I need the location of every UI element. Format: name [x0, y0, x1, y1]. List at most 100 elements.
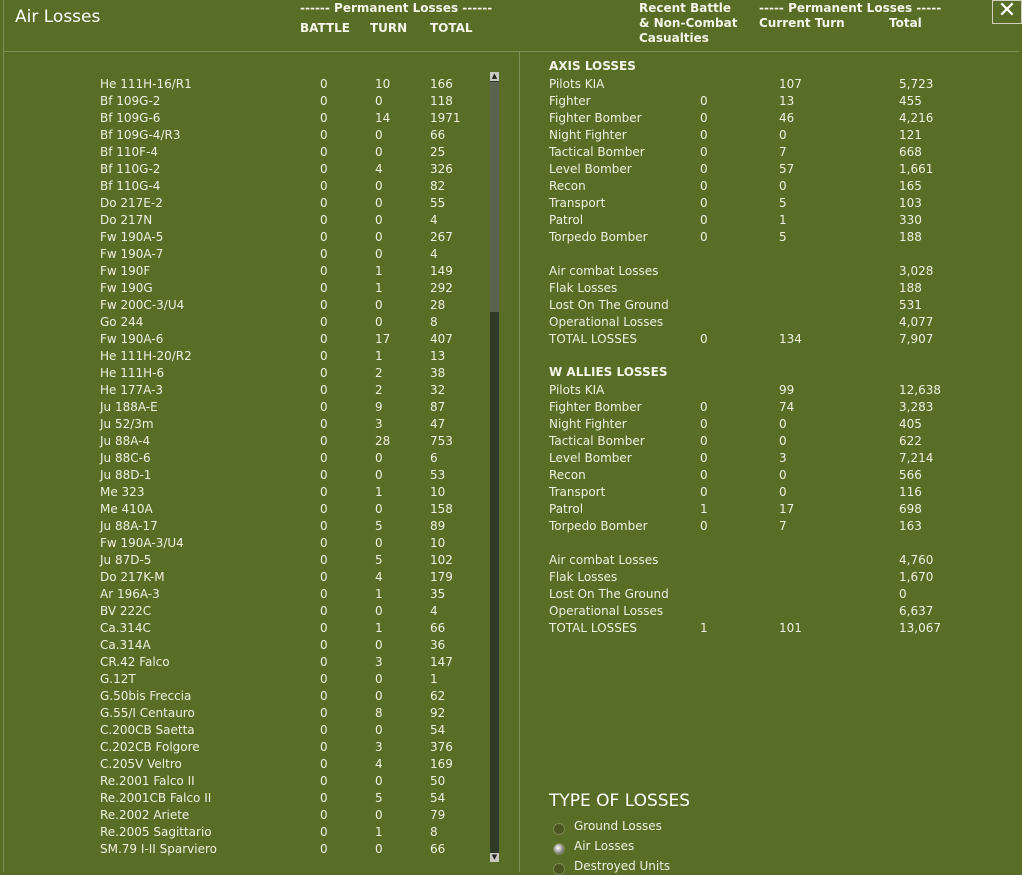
total-value: 54 — [430, 723, 446, 737]
table-row[interactable]: Bf 109G-6 0 14 1971 — [0, 110, 520, 127]
turn-value: 1 — [375, 621, 383, 635]
table-row[interactable]: Do 217K-M 0 4 179 — [0, 569, 520, 586]
aircraft-name: G.55/I Centauro — [100, 706, 195, 720]
radio-label-air-losses[interactable]: Air Losses — [574, 839, 635, 853]
table-row[interactable]: Ar 196A-3 0 1 35 — [0, 586, 520, 603]
total-value: 292 — [430, 281, 453, 295]
radio-button[interactable] — [553, 823, 565, 835]
table-row[interactable]: C.205V Veltro 0 4 169 — [0, 756, 520, 773]
table-row[interactable]: Fw 190G 0 1 292 — [0, 280, 520, 297]
loss-row: Night Fighter 0 0 121 — [520, 127, 1020, 144]
turn-value: 0 — [375, 536, 383, 550]
turn-value: 0 — [375, 315, 383, 329]
table-row[interactable]: G.50bis Freccia 0 0 62 — [0, 688, 520, 705]
table-row[interactable]: G.12T 0 0 1 — [0, 671, 520, 688]
table-row[interactable]: BV 222C 0 0 4 — [0, 603, 520, 620]
total-value: 54 — [430, 791, 446, 805]
aircraft-name: Fw 190A-7 — [100, 247, 164, 261]
current-turn-value: 1 — [779, 213, 787, 227]
table-row[interactable]: C.200CB Saetta 0 0 54 — [0, 722, 520, 739]
type-of-losses-heading: TYPE OF LOSSES — [549, 791, 691, 811]
loss-row: Level Bomber 0 3 7,214 — [520, 450, 1020, 467]
table-row[interactable]: He 111H-16/R1 0 10 166 — [0, 76, 520, 93]
table-row[interactable]: Ju 52/3m 0 3 47 — [0, 416, 520, 433]
table-row[interactable]: Bf 110G-4 0 0 82 — [0, 178, 520, 195]
table-row[interactable]: CR.42 Falco 0 3 147 — [0, 654, 520, 671]
loss-label: TOTAL LOSSES — [549, 332, 638, 346]
table-row[interactable]: Ca.314C 0 1 66 — [0, 620, 520, 637]
table-row[interactable]: Me 323 0 1 10 — [0, 484, 520, 501]
table-row[interactable]: Ju 188A-E 0 9 87 — [0, 399, 520, 416]
table-row[interactable]: Ju 88D-1 0 0 53 — [0, 467, 520, 484]
table-row[interactable]: Fw 190A-7 0 0 4 — [0, 246, 520, 263]
table-row[interactable]: Fw 190A-5 0 0 267 — [0, 229, 520, 246]
table-row[interactable]: He 111H-6 0 2 38 — [0, 365, 520, 382]
total-value: 8 — [430, 315, 438, 329]
battle-value: 0 — [320, 553, 328, 567]
scrollbar[interactable]: ▲ ▼ — [490, 72, 499, 862]
table-row[interactable]: Bf 109G-2 0 0 118 — [0, 93, 520, 110]
table-row[interactable]: Fw 190A-6 0 17 407 — [0, 331, 520, 348]
loss-label: Fighter Bomber — [549, 111, 642, 125]
window-title: Air Losses — [15, 7, 101, 27]
table-row[interactable]: Bf 110G-2 0 4 326 — [0, 161, 520, 178]
table-row[interactable]: Go 244 0 0 8 — [0, 314, 520, 331]
table-row[interactable]: Ca.314A 0 0 36 — [0, 637, 520, 654]
table-row[interactable]: Fw 190A-3/U4 0 0 10 — [0, 535, 520, 552]
aircraft-name: Ju 88A-4 — [100, 434, 151, 448]
col-recent-3: Casualties — [639, 31, 709, 45]
scroll-thumb[interactable] — [490, 82, 499, 312]
table-row[interactable]: Re.2001 Falco II 0 0 50 — [0, 773, 520, 790]
table-row[interactable]: Ju 88A-17 0 5 89 — [0, 518, 520, 535]
loss-label: Transport — [549, 196, 606, 210]
table-row[interactable]: Ju 88A-4 0 28 753 — [0, 433, 520, 450]
battle-value: 0 — [320, 604, 328, 618]
turn-value: 0 — [375, 451, 383, 465]
table-row[interactable]: SM.79 I-II Sparviero 0 0 66 — [0, 841, 520, 858]
table-row[interactable]: Ju 87D-5 0 5 102 — [0, 552, 520, 569]
col-battle: BATTLE — [300, 21, 350, 35]
table-row[interactable]: He 111H-20/R2 0 1 13 — [0, 348, 520, 365]
table-row[interactable]: Bf 110F-4 0 0 25 — [0, 144, 520, 161]
table-row[interactable]: Fw 200C-3/U4 0 0 28 — [0, 297, 520, 314]
table-row[interactable]: Me 410A 0 0 158 — [0, 501, 520, 518]
total-value: 66 — [430, 842, 446, 856]
table-row[interactable]: He 177A-3 0 2 32 — [0, 382, 520, 399]
table-row[interactable]: Re.2002 Ariete 0 0 79 — [0, 807, 520, 824]
table-row[interactable]: Do 217N 0 0 4 — [0, 212, 520, 229]
radio-label-destroyed-units[interactable]: Destroyed Units — [574, 859, 671, 873]
aircraft-name: Do 217N — [100, 213, 153, 227]
aircraft-name: Bf 109G-6 — [100, 111, 161, 125]
table-row[interactable]: G.55/I Centauro 0 8 92 — [0, 705, 520, 722]
turn-value: 0 — [375, 179, 383, 193]
battle-value: 0 — [320, 230, 328, 244]
table-row[interactable]: Re.2005 Sagittario 0 1 8 — [0, 824, 520, 841]
current-turn-value: 0 — [779, 434, 787, 448]
table-row[interactable]: Re.2001CB Falco II 0 5 54 — [0, 790, 520, 807]
aircraft-name: C.200CB Saetta — [100, 723, 195, 737]
close-button[interactable]: ✕ — [992, 0, 1022, 24]
aircraft-name: G.50bis Freccia — [100, 689, 192, 703]
table-row[interactable]: Fw 190F 0 1 149 — [0, 263, 520, 280]
battle-value: 0 — [320, 621, 328, 635]
total-value: 169 — [430, 757, 453, 771]
total-value: 10 — [430, 485, 446, 499]
recent-value: 0 — [700, 519, 708, 533]
battle-value: 0 — [320, 723, 328, 737]
total-value: 5,723 — [899, 77, 934, 91]
loss-label: Level Bomber — [549, 162, 632, 176]
loss-label: Recon — [549, 468, 586, 482]
scroll-up-icon[interactable]: ▲ — [490, 72, 499, 81]
scroll-down-icon[interactable]: ▼ — [490, 853, 499, 862]
table-row[interactable]: Do 217E-2 0 0 55 — [0, 195, 520, 212]
radio-button[interactable] — [553, 863, 565, 875]
turn-value: 10 — [375, 77, 391, 91]
total-value: 668 — [899, 145, 922, 159]
radio-button[interactable] — [553, 843, 565, 855]
table-row[interactable]: Ju 88C-6 0 0 6 — [0, 450, 520, 467]
total-value: 82 — [430, 179, 446, 193]
table-row[interactable]: C.202CB Folgore 0 3 376 — [0, 739, 520, 756]
total-value: 13 — [430, 349, 446, 363]
table-row[interactable]: Bf 109G-4/R3 0 0 66 — [0, 127, 520, 144]
radio-label-ground-losses[interactable]: Ground Losses — [574, 819, 662, 833]
